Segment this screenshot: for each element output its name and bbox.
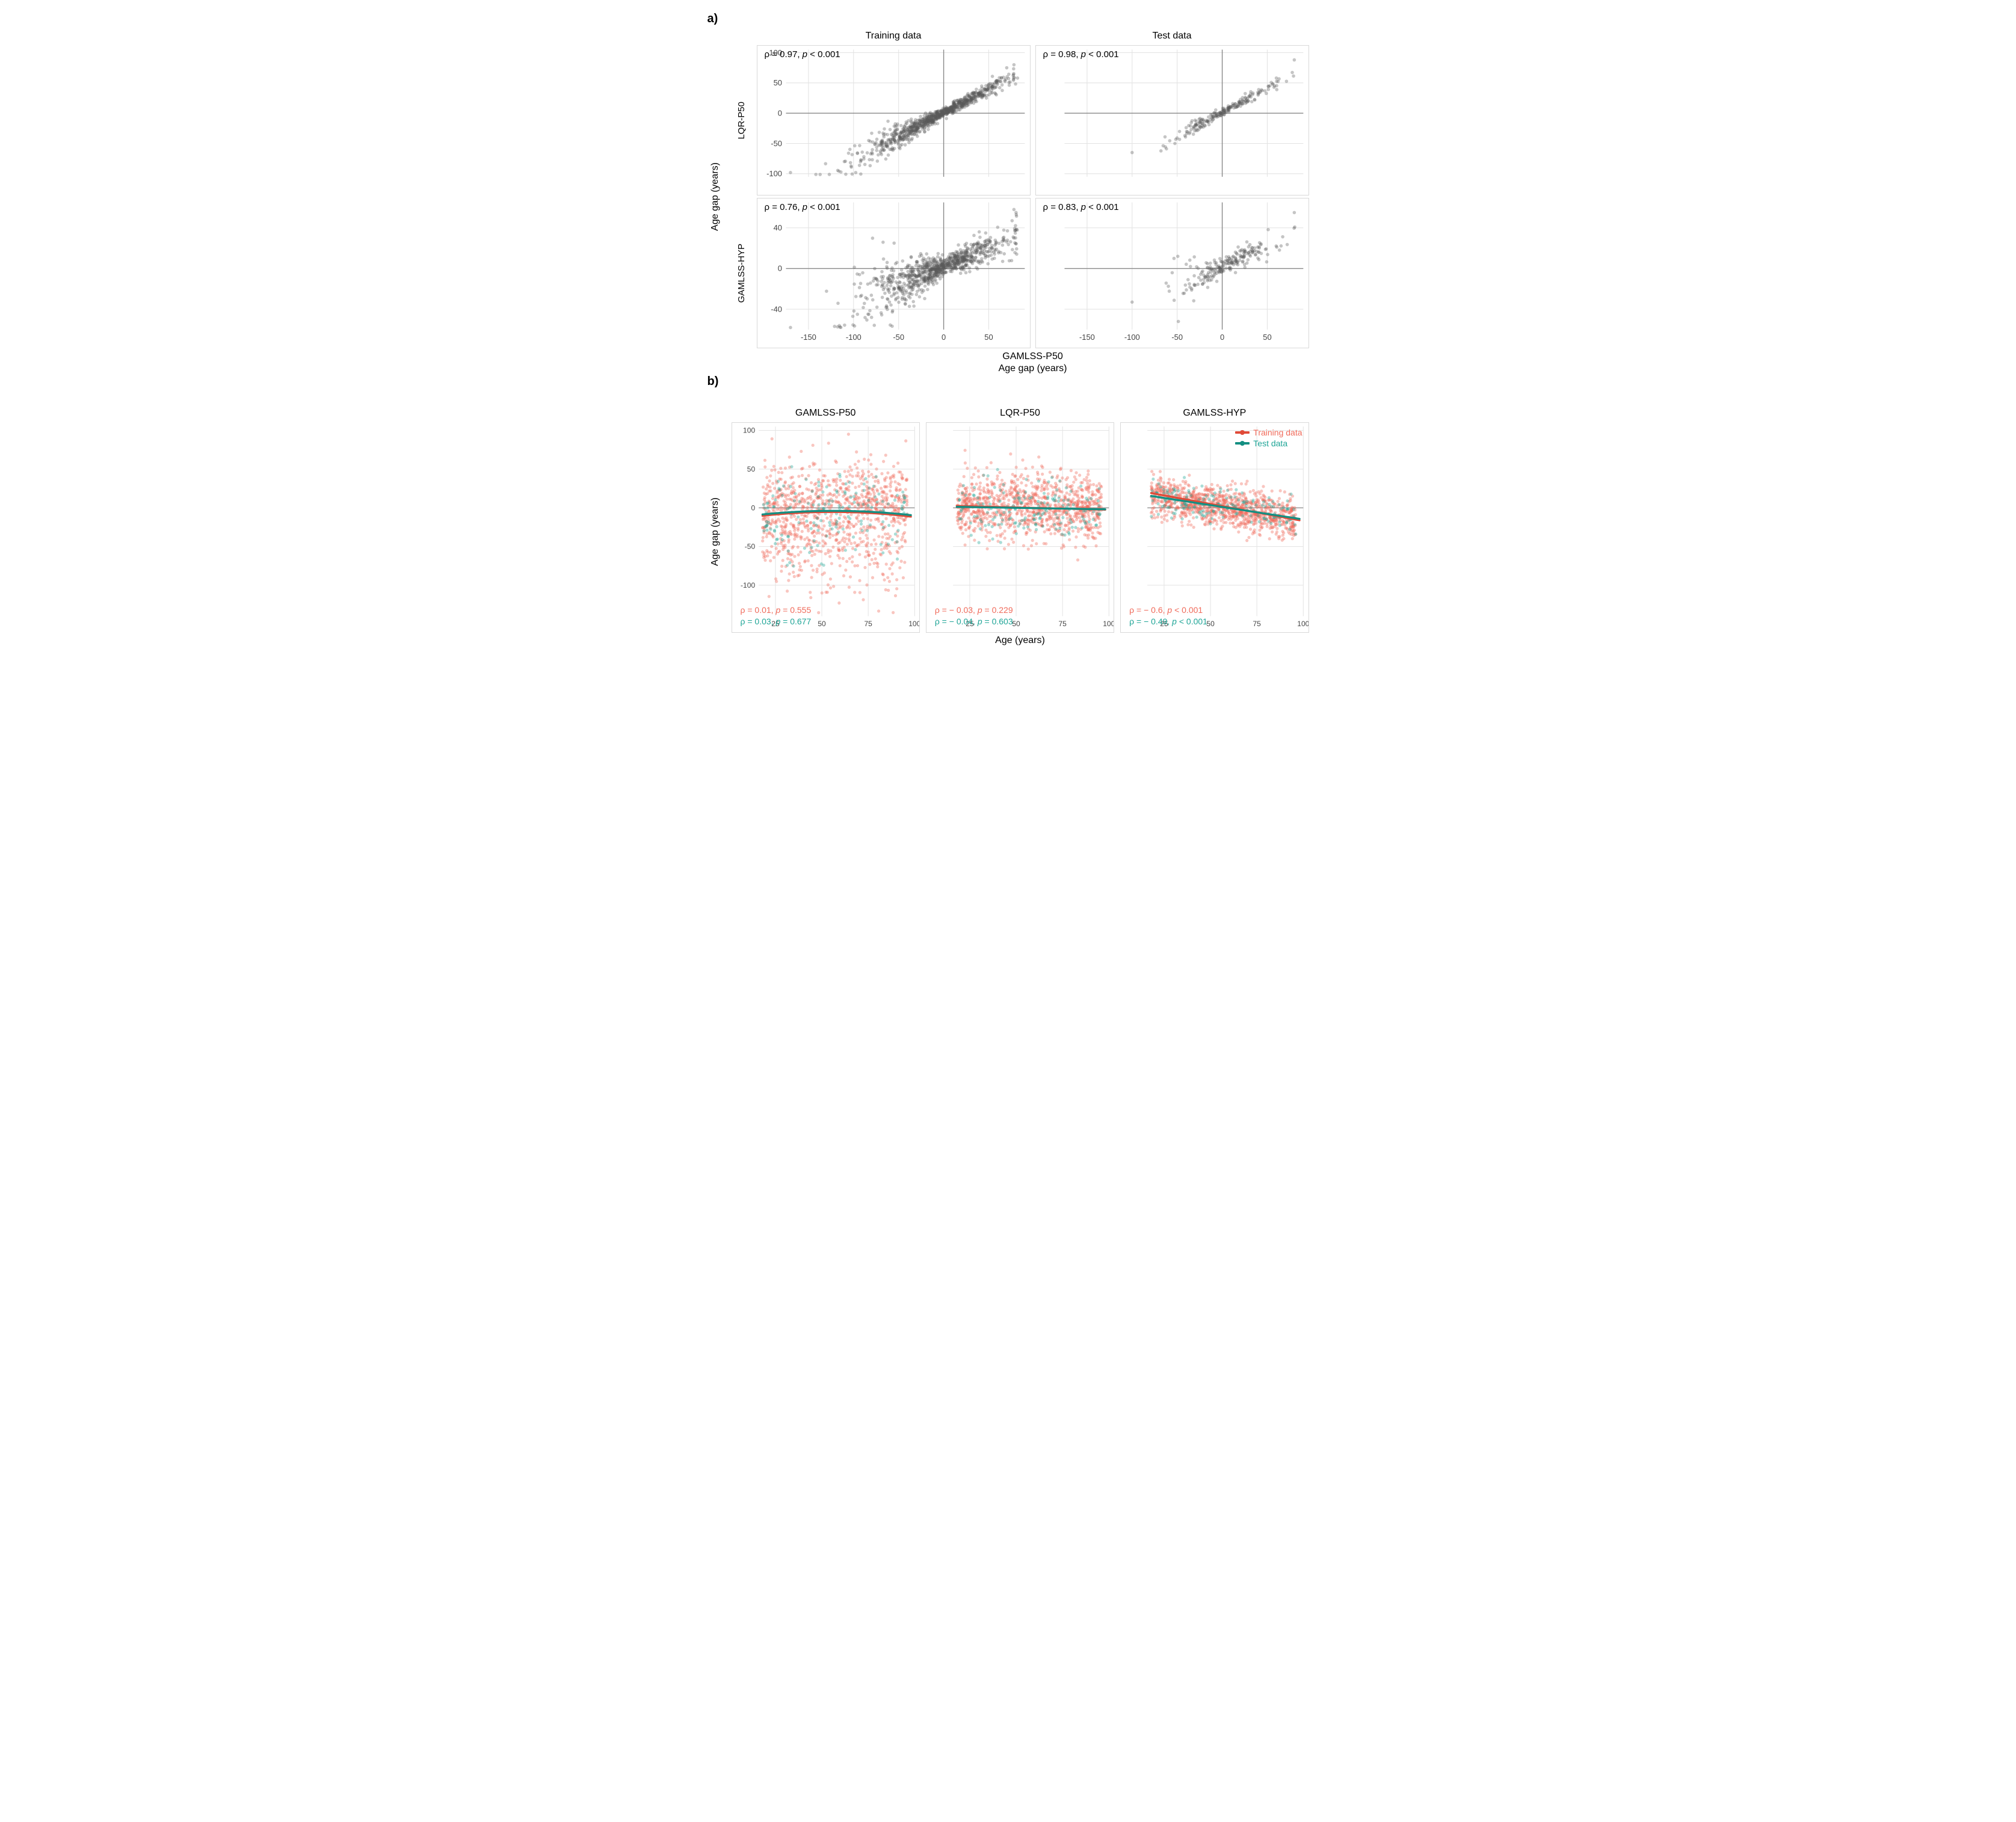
svg-text:-150: -150 [800,333,816,342]
panel-a-row-head-0: LQR-P50 [736,102,747,140]
svg-text:0: 0 [777,264,781,273]
panel-a-ylabel: Age gap (years) [707,160,732,233]
panel-a-xlabel-1: GAMLSS-P50 [1002,351,1062,362]
svg-text:100: 100 [769,48,782,57]
svg-text:50: 50 [1263,333,1271,342]
panel-b-facet-1: 255075100ρ = − 0.03, p = 0.229ρ = − 0.04… [926,422,1114,633]
svg-text:50: 50 [1012,620,1020,628]
figure: a) Age gap (years) Training data Test da… [707,12,1309,658]
panel-b-col-head-2: GAMLSS-HYP [1120,408,1309,420]
panel-a-label: a) [707,12,1309,26]
panel-b-label: b) [707,375,1309,389]
panel-b-ylabel: Age gap (years) [707,495,732,568]
svg-text:-40: -40 [771,304,782,313]
panel-b-xlabel: Age (years) [732,635,1309,658]
panel-a-facet-0: -100-50050100ρ = 0.97, p < 0.001 [757,45,1031,195]
panel-b-facet-0: 255075100-100-50050100ρ = 0.01, p = 0.55… [732,422,920,633]
panel-a-xlabel-2: Age gap (years) [999,363,1067,374]
panel-b: Age gap (years) GAMLSS-P50 LQR-P50 GAMLS… [707,405,1309,658]
panel-a-col-head-0: Training data [757,31,1031,43]
panel-a: Age gap (years) Training data Test data … [707,28,1309,365]
svg-text:100: 100 [908,620,919,628]
svg-text:75: 75 [864,620,872,628]
svg-text:-50: -50 [1171,333,1183,342]
svg-text:-100: -100 [845,333,861,342]
svg-text:50: 50 [773,78,781,87]
svg-text:-50: -50 [771,139,782,148]
svg-text:-50: -50 [893,333,904,342]
panel-a-facet-3: -150-100-50050ρ = 0.83, p < 0.001 [1035,198,1309,348]
svg-text:0: 0 [1219,333,1224,342]
panel-b-col-head-1: LQR-P50 [926,408,1114,420]
panel-a-col-head-1: Test data [1035,31,1309,43]
svg-text:-100: -100 [1124,333,1139,342]
panel-a-facet-2: -150-100-50050-40040ρ = 0.76, p < 0.001 [757,198,1031,348]
svg-text:0: 0 [751,503,755,512]
svg-text:0: 0 [941,333,945,342]
svg-text:25: 25 [771,620,780,628]
panel-b-col-head-0: GAMLSS-P50 [732,408,920,420]
svg-text:50: 50 [747,465,755,473]
panel-b-facet-2: 255075100ρ = − 0.6, p < 0.001ρ = − 0.49,… [1120,422,1309,633]
svg-text:50: 50 [984,333,993,342]
panel-a-facet-1: ρ = 0.98, p < 0.001 [1035,45,1309,195]
svg-text:100: 100 [1103,620,1114,628]
svg-text:-100: -100 [766,169,782,178]
panel-a-xlabel: GAMLSS-P50 Age gap (years) [757,351,1309,375]
svg-text:100: 100 [743,426,755,435]
svg-text:-100: -100 [741,581,755,589]
svg-text:0: 0 [777,108,781,117]
svg-text:75: 75 [1058,620,1067,628]
svg-text:25: 25 [966,620,974,628]
svg-text:50: 50 [818,620,826,628]
svg-text:40: 40 [773,223,781,232]
svg-text:-150: -150 [1079,333,1094,342]
svg-text:-50: -50 [744,543,755,551]
panel-a-row-head-1: GAMLSS-HYP [736,244,747,303]
